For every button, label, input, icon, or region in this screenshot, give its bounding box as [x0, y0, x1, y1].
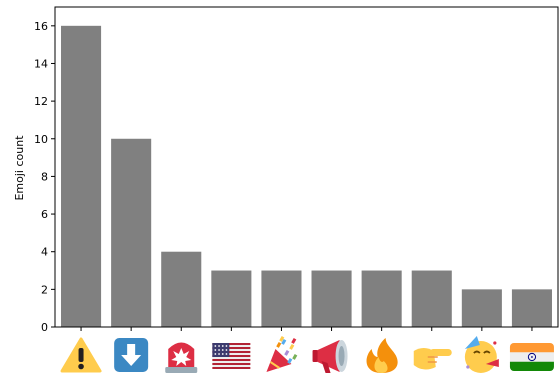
fire-icon [366, 338, 398, 373]
us-flag-icon [212, 343, 251, 369]
down-arrow-icon [114, 338, 149, 372]
bar-fire [361, 270, 402, 327]
india-flag-icon [509, 343, 554, 371]
y-tick-label: 12 [34, 95, 48, 108]
bar-down-arrow [111, 138, 152, 327]
bar-partying-face [461, 289, 502, 327]
plot-frame [54, 6, 559, 328]
y-tick-label: 4 [41, 246, 48, 259]
y-axis-label: Emoji count [13, 135, 26, 201]
megaphone-icon [312, 340, 348, 373]
warning-icon [60, 337, 102, 373]
party-popper-icon [266, 336, 298, 372]
bar-india-flag [511, 289, 552, 327]
y-tick-label: 6 [41, 208, 48, 221]
police-light-icon [165, 342, 198, 373]
bar-megaphone [311, 270, 352, 327]
y-tick-label: 2 [41, 283, 48, 296]
bars-group [61, 25, 552, 328]
bar-party-popper [261, 270, 302, 327]
bar-pointing-hand [411, 270, 452, 327]
y-tick-label: 0 [41, 321, 48, 334]
y-tick-label: 10 [34, 133, 48, 146]
partying-face-icon [464, 336, 499, 373]
x-tick-icons [60, 327, 554, 373]
y-tick-label: 14 [34, 57, 48, 70]
bar-us-flag [211, 270, 252, 327]
y-axis: 0 2 4 6 8 10 12 14 16 [34, 20, 55, 334]
bar-warning [61, 25, 102, 328]
y-tick-label: 16 [34, 20, 48, 33]
pointing-hand-icon [413, 348, 452, 370]
y-tick-label: 8 [41, 170, 48, 183]
bar-police-light [161, 251, 202, 327]
